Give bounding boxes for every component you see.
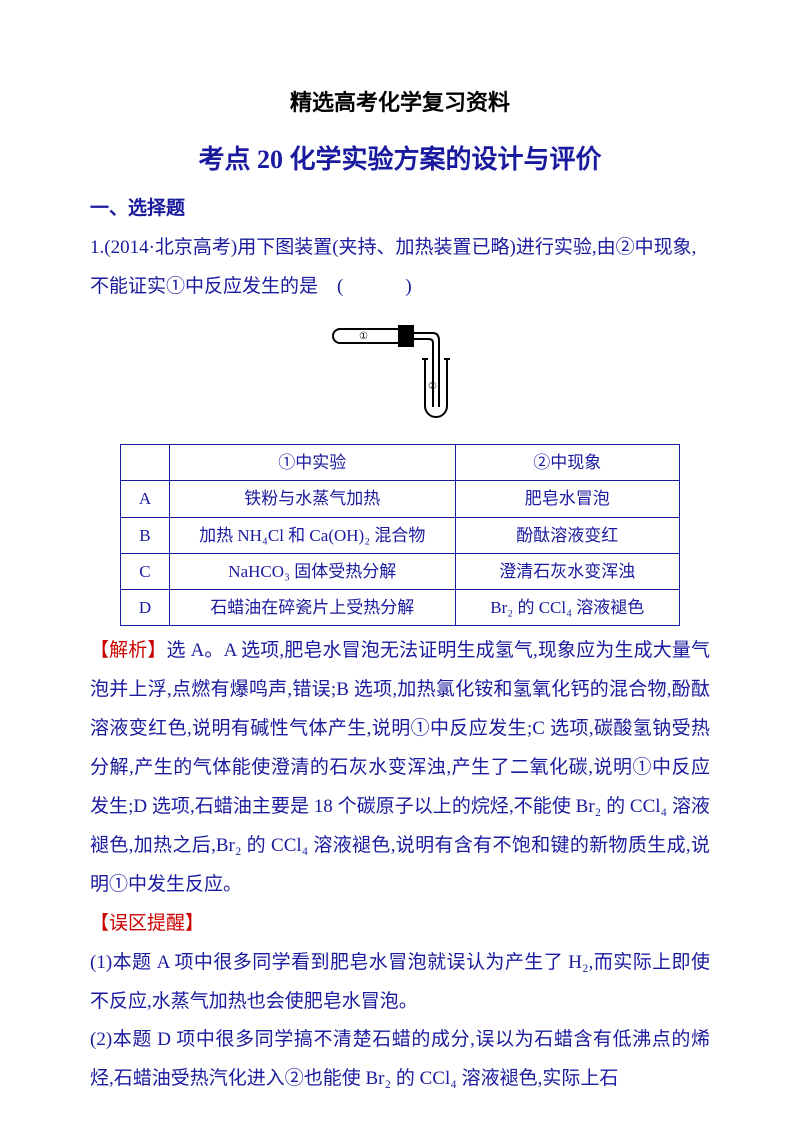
apparatus-figure: ① ②	[90, 311, 710, 436]
figure-label-2: ②	[428, 381, 437, 392]
cell-phenomenon: 肥皂水冒泡	[455, 481, 679, 517]
caution-label: 【误区提醒】	[90, 905, 710, 944]
cell-experiment: 铁粉与水蒸气加热	[169, 481, 455, 517]
header-experiment: ①中实验	[169, 445, 455, 481]
header-phenomenon: ②中现象	[455, 445, 679, 481]
cell-experiment: NaHCO₃ 固体受热分解	[169, 553, 455, 589]
title-rest: 化学实验方案的设计与评价	[283, 145, 602, 174]
figure-label-1: ①	[359, 331, 368, 342]
section-heading: 一、选择题	[90, 190, 710, 229]
cell-experiment: 加热 NH₄Cl 和 Ca(OH)₂ 混合物	[169, 517, 455, 553]
table-header-row: ①中实验 ②中现象	[121, 445, 680, 481]
cell-opt: D	[121, 589, 170, 625]
table-row: C NaHCO₃ 固体受热分解 澄清石灰水变浑浊	[121, 553, 680, 589]
caution-item-1: (1)本题 A 项中很多同学看到肥皂水冒泡就误认为产生了 H₂,而实际上即使不反…	[90, 944, 710, 1022]
table-row: A 铁粉与水蒸气加热 肥皂水冒泡	[121, 481, 680, 517]
main-title: 考点 20 化学实验方案的设计与评价	[90, 133, 710, 186]
table-row: B 加热 NH₄Cl 和 Ca(OH)₂ 混合物 酚酞溶液变红	[121, 517, 680, 553]
explanation-body: A 选项,肥皂水冒泡无法证明生成氢气,现象应为生成大量气泡并上浮,点燃有爆鸣声,…	[90, 640, 710, 895]
explanation-answer: 选 A。	[167, 640, 224, 661]
cell-phenomenon: 澄清石灰水变浑浊	[455, 553, 679, 589]
title-number: 20	[257, 145, 283, 174]
question-source: (2014·北京高考)	[104, 237, 237, 258]
cell-experiment: 石蜡油在碎瓷片上受热分解	[169, 589, 455, 625]
header-empty	[121, 445, 170, 481]
apparatus-svg: ① ②	[325, 311, 475, 421]
question-number: 1.	[90, 237, 104, 258]
explanation-block: 【解析】选 A。A 选项,肥皂水冒泡无法证明生成氢气,现象应为生成大量气泡并上浮…	[90, 632, 710, 905]
table-row: D 石蜡油在碎瓷片上受热分解 Br₂ 的 CCl₄ 溶液褪色	[121, 589, 680, 625]
title-prefix: 考点	[198, 145, 257, 174]
caution-block: 【误区提醒】 (1)本题 A 项中很多同学看到肥皂水冒泡就误认为产生了 H₂,而…	[90, 905, 710, 1100]
question-1: 1.(2014·北京高考)用下图装置(夹持、加热装置已略)进行实验,由②中现象,…	[90, 229, 710, 307]
cell-phenomenon: Br₂ 的 CCl₄ 溶液褪色	[455, 589, 679, 625]
cell-phenomenon: 酚酞溶液变红	[455, 517, 679, 553]
answer-blank: ( )	[337, 276, 420, 297]
cell-opt: A	[121, 481, 170, 517]
explanation-label: 【解析】	[90, 640, 167, 661]
caution-item-2: (2)本题 D 项中很多同学搞不清楚石蜡的成分,误以为石蜡含有低沸点的烯烃,石蜡…	[90, 1021, 710, 1099]
cell-opt: B	[121, 517, 170, 553]
experiment-table: ①中实验 ②中现象 A 铁粉与水蒸气加热 肥皂水冒泡 B 加热 NH₄Cl 和 …	[120, 444, 680, 626]
document-header: 精选高考化学复习资料	[90, 80, 710, 125]
cell-opt: C	[121, 553, 170, 589]
